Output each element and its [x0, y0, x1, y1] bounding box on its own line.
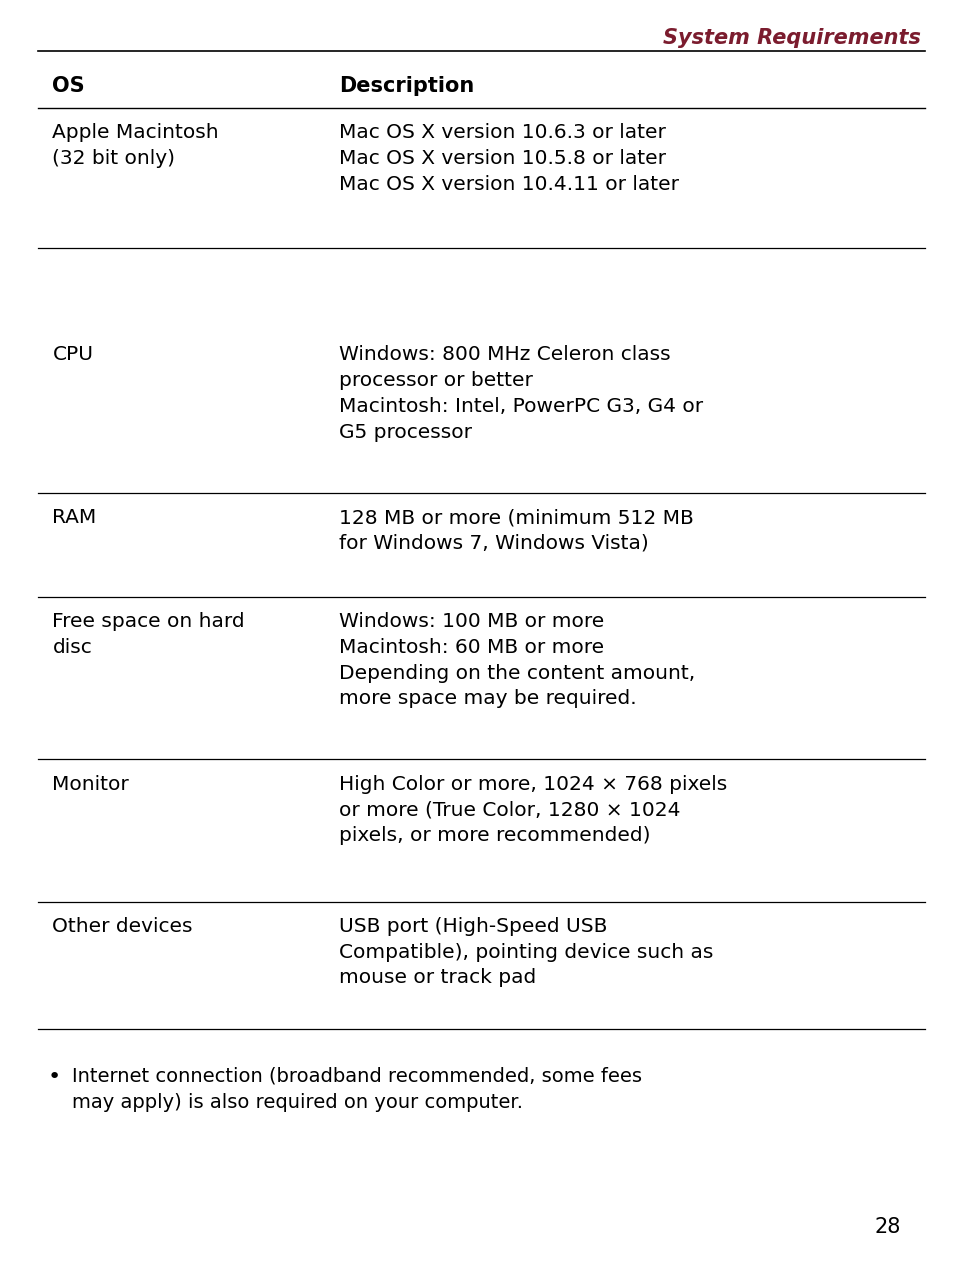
Text: High Color or more, 1024 × 768 pixels
or more (True Color, 1280 × 1024
pixels, o: High Color or more, 1024 × 768 pixels or… [338, 775, 726, 846]
Text: Description: Description [338, 76, 474, 97]
Text: Monitor: Monitor [52, 775, 129, 794]
Text: Free space on hard
disc: Free space on hard disc [52, 612, 245, 657]
Text: 28: 28 [873, 1217, 900, 1237]
Text: •: • [48, 1067, 61, 1087]
Text: Apple Macintosh
(32 bit only): Apple Macintosh (32 bit only) [52, 123, 219, 168]
Text: Windows: 100 MB or more
Macintosh: 60 MB or more
Depending on the content amount: Windows: 100 MB or more Macintosh: 60 MB… [338, 612, 694, 709]
Text: USB port (High-Speed USB
Compatible), pointing device such as
mouse or track pad: USB port (High-Speed USB Compatible), po… [338, 917, 712, 988]
Text: Internet connection (broadband recommended, some fees
may apply) is also require: Internet connection (broadband recommend… [71, 1067, 640, 1113]
Text: System Requirements: System Requirements [662, 28, 920, 48]
Text: OS: OS [52, 76, 85, 97]
Text: Other devices: Other devices [52, 917, 193, 936]
Text: RAM: RAM [52, 508, 96, 527]
Text: 128 MB or more (minimum 512 MB
for Windows 7, Windows Vista): 128 MB or more (minimum 512 MB for Windo… [338, 508, 693, 552]
Text: Windows: 800 MHz Celeron class
processor or better
Macintosh: Intel, PowerPC G3,: Windows: 800 MHz Celeron class processor… [338, 345, 702, 442]
Text: CPU: CPU [52, 345, 93, 364]
Text: Mac OS X version 10.6.3 or later
Mac OS X version 10.5.8 or later
Mac OS X versi: Mac OS X version 10.6.3 or later Mac OS … [338, 123, 678, 194]
